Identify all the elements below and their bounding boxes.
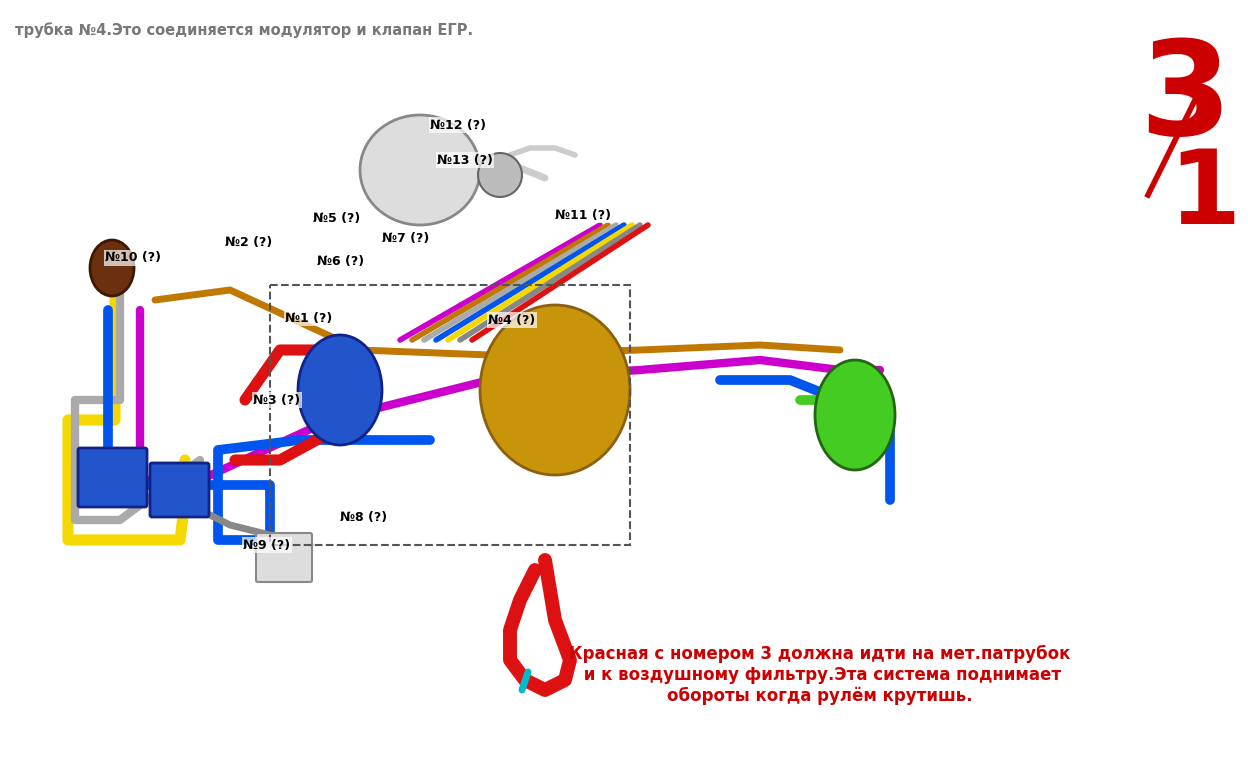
Ellipse shape xyxy=(298,335,382,445)
Text: №4 (?): №4 (?) xyxy=(488,313,535,326)
Ellipse shape xyxy=(480,305,630,475)
Text: Красная с номером 3 должна идти на мет.патрубок
 и к воздушному фильтру.Эта сист: Красная с номером 3 должна идти на мет.п… xyxy=(569,645,1071,705)
Text: №8 (?): №8 (?) xyxy=(339,512,387,524)
Text: №2 (?): №2 (?) xyxy=(225,235,272,249)
Bar xyxy=(270,285,630,545)
Ellipse shape xyxy=(359,115,480,225)
Text: №5 (?): №5 (?) xyxy=(313,212,361,224)
FancyBboxPatch shape xyxy=(256,533,312,582)
Ellipse shape xyxy=(90,240,134,296)
Ellipse shape xyxy=(815,360,895,470)
Text: №3 (?): №3 (?) xyxy=(253,393,300,407)
Text: №13 (?): №13 (?) xyxy=(437,153,493,167)
Text: 1: 1 xyxy=(1169,145,1242,246)
Text: №1 (?): №1 (?) xyxy=(285,312,332,325)
Text: 3: 3 xyxy=(1139,35,1231,162)
Text: №12 (?): №12 (?) xyxy=(431,118,485,132)
FancyBboxPatch shape xyxy=(150,463,208,517)
Text: трубка №4.Это соединяется модулятор и клапан ЕГР.: трубка №4.Это соединяется модулятор и кл… xyxy=(15,22,473,37)
Text: №11 (?): №11 (?) xyxy=(555,209,612,221)
Text: №7 (?): №7 (?) xyxy=(382,231,429,245)
Text: №10 (?): №10 (?) xyxy=(105,252,161,265)
Text: №9 (?): №9 (?) xyxy=(243,538,290,552)
Text: №6 (?): №6 (?) xyxy=(317,256,364,269)
FancyBboxPatch shape xyxy=(77,448,147,507)
Ellipse shape xyxy=(478,153,522,197)
